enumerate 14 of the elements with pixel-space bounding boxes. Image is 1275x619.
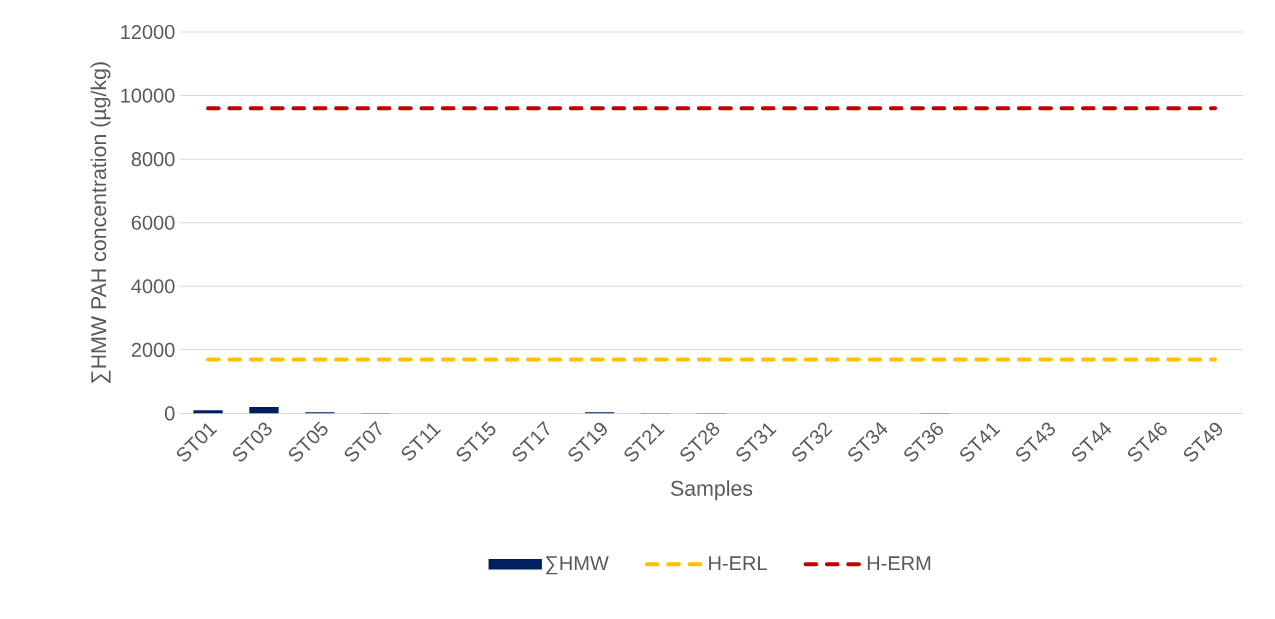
y-axis-title: ∑HMW PAH concentration (µg/kg) <box>90 62 111 383</box>
y-tick-label: 10000 <box>121 88 175 103</box>
y-tick-label: 8000 <box>131 152 175 167</box>
y-tick-label: 0 <box>164 406 175 421</box>
bar <box>249 407 279 414</box>
y-tick-label: 4000 <box>131 279 175 294</box>
legend-label: H-ERL <box>709 556 767 571</box>
legend-label: ∑HMW <box>546 556 609 575</box>
y-tick-label: 6000 <box>131 215 175 230</box>
x-axis-title: Samples <box>670 480 753 501</box>
y-tick-label: 12000 <box>121 25 175 40</box>
bar <box>193 410 223 414</box>
legend-label: H-ERM <box>867 556 931 571</box>
y-tick-label: 2000 <box>131 342 175 358</box>
